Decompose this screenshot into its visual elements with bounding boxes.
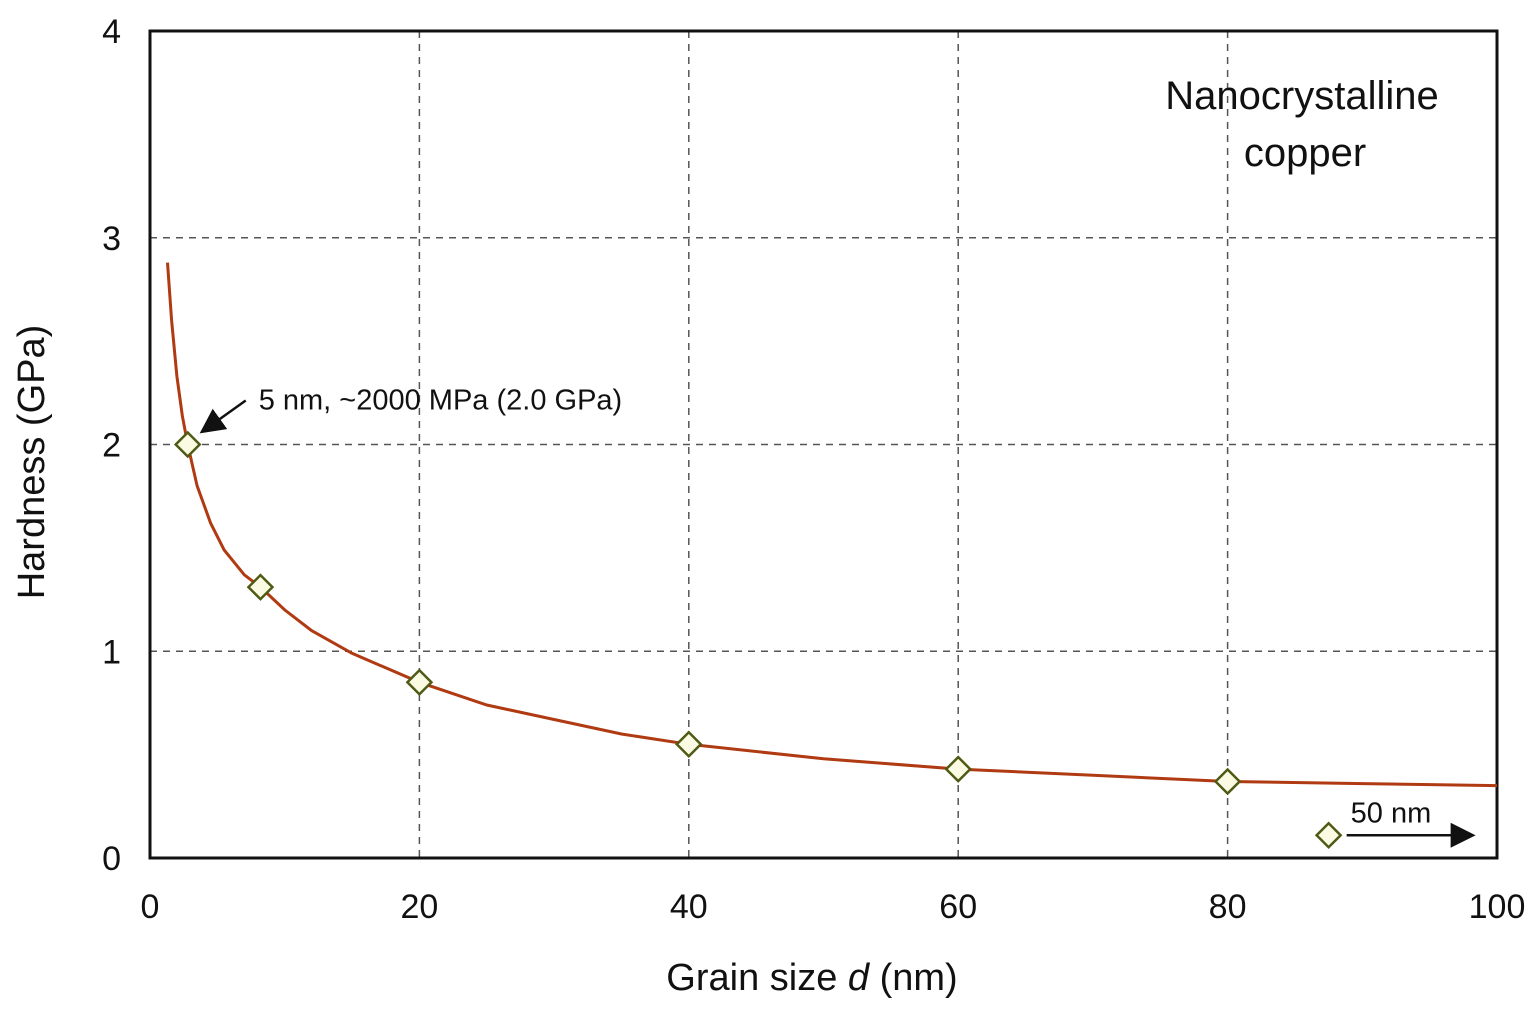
x-tick-label: 0: [141, 888, 160, 926]
annotation-arrow-5nm: [199, 399, 247, 434]
y-axis-label: Hardness (GPa): [11, 325, 53, 600]
plot-area-frame: [148, 29, 1499, 860]
gridlines: [150, 31, 1497, 858]
x-axis-label: Grain size d (nm): [666, 957, 957, 999]
data-point-marker: [675, 730, 703, 759]
y-axis-ticks: 0 1 2 3 4: [102, 13, 121, 878]
x-axis-ticks: 0 20 40 60 80 100: [141, 888, 1526, 926]
x-axis-label-variable: d: [848, 957, 871, 999]
inset-label-line2: copper: [1244, 131, 1366, 175]
fit-curve: [166, 262, 1498, 788]
x-axis-label-suffix: (nm): [869, 957, 958, 999]
x-tick-label: 20: [400, 888, 438, 926]
x-tick-label: 80: [1209, 888, 1247, 926]
x-tick-label: 60: [939, 888, 977, 926]
inset-label-line1: Nanocrystalline: [1165, 74, 1438, 118]
data-point-marker: [1213, 767, 1242, 796]
x-axis-label-prefix: Grain size: [666, 957, 848, 999]
y-tick-label: 1: [102, 633, 121, 671]
x-tick-label: 40: [670, 888, 708, 926]
data-markers: [173, 430, 1343, 850]
x-tick-label: 100: [1469, 888, 1526, 926]
data-point-marker: [405, 668, 434, 697]
data-point-marker: [1314, 821, 1343, 850]
data-point-marker: [173, 430, 202, 459]
y-tick-label: 3: [102, 220, 121, 258]
y-tick-label: 0: [102, 840, 121, 878]
annotation-5nm: 5 nm, ~2000 MPa (2.0 GPa): [259, 385, 623, 417]
annotation-50nm: 50 nm: [1351, 797, 1432, 829]
data-point-marker: [246, 573, 275, 601]
y-tick-label: 2: [102, 427, 121, 465]
y-tick-label: 4: [102, 13, 121, 51]
data-point-marker: [944, 755, 972, 783]
